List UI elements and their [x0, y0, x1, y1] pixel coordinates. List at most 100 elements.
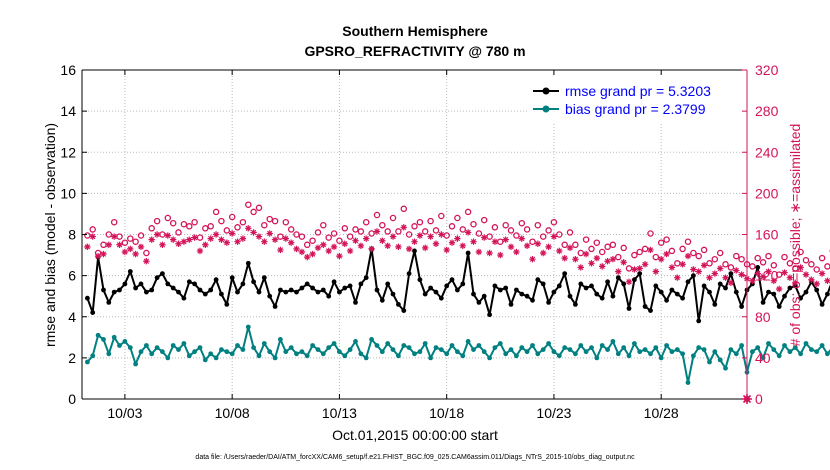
bias-point-122 — [739, 343, 744, 348]
obs-assimilated-marker-37 — [282, 235, 289, 242]
rmse-point-40 — [299, 285, 305, 291]
obs-assimilated-marker-10 — [137, 243, 145, 251]
obs-assimilated-marker-94 — [588, 260, 595, 267]
obs-possible-marker-52 — [362, 218, 370, 226]
bias-point-3 — [101, 337, 106, 342]
obs-assimilated-marker-68 — [448, 239, 456, 246]
bias-point-59 — [401, 343, 407, 348]
rmse-point-133 — [798, 295, 803, 301]
y-axis-right-label: # of obs: o=possible; ∗=assimilated — [787, 124, 803, 347]
bias-point-35 — [272, 355, 278, 361]
bias-point-52 — [363, 355, 369, 361]
rmse-point-4 — [106, 300, 112, 305]
rmse-point-102 — [632, 277, 637, 283]
obs-possible-marker-119 — [722, 261, 729, 268]
rmse-point-136 — [814, 287, 820, 293]
obs-possible-marker-12 — [148, 225, 155, 232]
obs-assimilated-marker-43 — [314, 244, 322, 252]
y-left-tick-label-0: 0 — [68, 391, 76, 407]
y-left-tick-label-1: 2 — [68, 350, 76, 366]
rmse-point-131 — [787, 285, 793, 291]
obs-assimilated-marker-6 — [116, 241, 123, 248]
y-left-tick-label-7: 14 — [60, 103, 76, 119]
rmse-point-119 — [723, 285, 728, 291]
obs-possible-marker-94 — [588, 245, 595, 253]
obs-assimilated-marker-53 — [368, 245, 375, 253]
rmse-point-39 — [294, 289, 299, 295]
obs-possible-marker-51 — [357, 228, 365, 235]
obs-assimilated-marker-15 — [164, 232, 172, 239]
obs-assimilated-marker-136 — [813, 280, 820, 288]
bias-point-54 — [374, 343, 380, 348]
rmse-point-56 — [385, 281, 391, 287]
obs-possible-marker-127 — [765, 252, 772, 260]
obs-possible-marker-67 — [443, 232, 450, 239]
obs-assimilated-marker-125 — [754, 270, 761, 277]
obs-assimilated-marker-106 — [652, 268, 660, 275]
obs-possible-marker-118 — [716, 249, 724, 257]
obs-assimilated-marker-72 — [470, 238, 477, 245]
rmse-point-81 — [519, 291, 525, 297]
obs-possible-marker-90 — [566, 229, 574, 236]
bias-point-8 — [127, 345, 133, 350]
obs-possible-marker-78 — [502, 221, 509, 229]
obs-possible-marker-73 — [475, 230, 483, 237]
obs-assimilated-marker-69 — [454, 235, 461, 242]
obs-possible-marker-20 — [191, 218, 198, 226]
bias-point-84 — [535, 351, 541, 357]
bias-point-83 — [530, 343, 535, 348]
obs-possible-marker-29 — [239, 218, 247, 226]
y-right-tick-label-7: 280 — [755, 103, 779, 119]
rmse-point-94 — [589, 283, 594, 289]
bias-point-16 — [170, 343, 176, 348]
bias-point-104 — [642, 347, 648, 352]
obs-assimilated-marker-22 — [202, 241, 209, 248]
rmse-point-107 — [658, 289, 664, 295]
bias-point-11 — [144, 343, 149, 348]
obs-assimilated-marker-58 — [395, 243, 402, 251]
rmse-point-125 — [755, 265, 761, 270]
bias-point-57 — [390, 347, 396, 352]
rmse-point-83 — [530, 297, 535, 303]
obs-assimilated-marker-41 — [304, 253, 311, 261]
obs-possible-marker-128 — [770, 262, 778, 269]
rmse-point-24 — [213, 277, 219, 283]
obs-possible-marker-38 — [287, 226, 295, 233]
bias-point-95 — [594, 355, 600, 361]
y-left-tick-label-3: 6 — [68, 268, 76, 284]
legend-rmse-swatch-dot — [542, 87, 550, 95]
obs-possible-marker-66 — [438, 212, 445, 220]
rmse-point-71 — [465, 250, 471, 256]
obs-assimilated-marker-77 — [497, 251, 504, 259]
obs-assimilated-marker-135 — [808, 276, 815, 283]
obs-assimilated-marker-109 — [668, 264, 676, 271]
rmse-point-26 — [224, 302, 230, 307]
rmse-point-112 — [685, 279, 691, 285]
y-right-tick-label-5: 200 — [755, 185, 779, 201]
obs-possible-marker-32 — [255, 204, 263, 212]
obs-possible-marker-103 — [636, 248, 643, 256]
obs-assimilated-marker-122 — [738, 271, 745, 278]
obs-possible-marker-116 — [706, 260, 713, 267]
obs-assimilated-marker-82 — [523, 242, 531, 250]
bias-point-29 — [240, 347, 246, 352]
rmse-point-120 — [728, 271, 734, 276]
obs-assimilated-marker-18 — [180, 238, 188, 245]
rmse-point-64 — [428, 285, 433, 291]
obs-possible-marker-57 — [389, 214, 397, 222]
obs-assimilated-marker-61 — [411, 238, 418, 245]
bias-point-89 — [562, 345, 568, 350]
obs-possible-marker-125 — [754, 254, 761, 262]
rmse-point-76 — [492, 283, 498, 289]
bias-point-15 — [165, 355, 171, 361]
bias-point-73 — [476, 343, 482, 348]
bias-point-75 — [487, 355, 492, 361]
bias-point-37 — [283, 349, 289, 355]
bias-point-100 — [621, 345, 627, 350]
obs-possible-marker-95 — [593, 239, 601, 246]
obs-possible-marker-16 — [169, 219, 177, 227]
rmse-point-103 — [637, 271, 643, 276]
bias-point-44 — [320, 351, 326, 357]
obs-assimilated-marker-138 — [824, 277, 830, 284]
